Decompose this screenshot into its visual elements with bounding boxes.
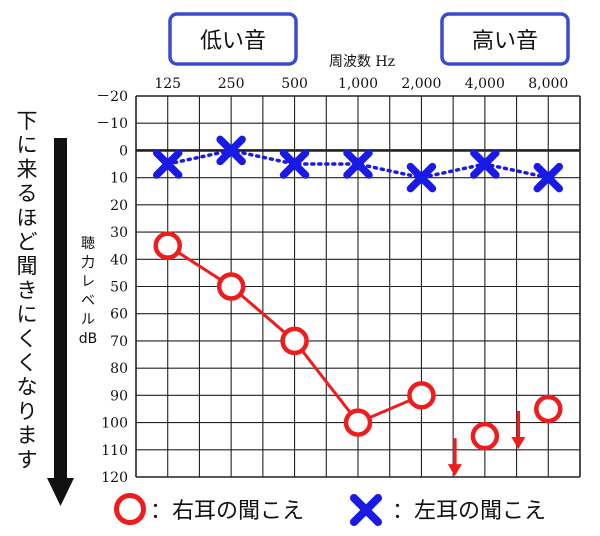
legend-left-label: ：左耳の聞こえ [392,499,546,524]
side-note-char: ま [17,424,38,448]
legend-cross-icon [350,494,382,526]
y-title-char: ベ [81,293,95,309]
x-tick-label: 250 [218,76,245,92]
y-tick-label: 50 [110,280,128,296]
right-ear-circle-marker [343,408,373,437]
side-note-char: く [17,351,38,375]
x-tick-label: 1,000 [338,76,378,92]
y-tick-label: 100 [101,416,128,432]
high-sound-badge [440,12,570,66]
legend: ：右耳の聞こえ ：左耳の聞こえ [114,493,546,526]
y-title-char: dB [79,331,98,347]
legend-right-label: ：右耳の聞こえ [150,499,304,524]
y-tick-label: 90 [110,388,128,404]
y-title-char: 力 [81,255,95,271]
y-tick-label: 60 [110,307,128,323]
x-tick-label: 4,000 [465,76,505,92]
y-tick-labels: －20 －10 0 10 20 30 40 50 60 70 80 90 100 110 120 [96,89,128,486]
x-tick-label: 125 [154,76,181,92]
y-title-char: 聴 [81,236,95,252]
plot-grid [135,95,581,478]
scale-out-arrow-icon [447,438,462,477]
down-arrow-head [47,478,74,506]
series-right-ear [153,231,563,477]
x-tick-label: 2,000 [401,76,441,92]
side-note-char: す [17,448,38,472]
down-arrow-shaft [54,138,67,482]
side-note-text: 下に来るほど聞きにくくなります [17,109,38,472]
y-tick-label: －20 [96,89,128,105]
side-note-char: く [17,327,38,351]
legend-circle-icon [114,493,146,525]
side-note-char: 下 [17,109,38,133]
side-note-char: な [17,375,38,399]
left-ear-cross-marker [406,162,437,193]
x-tick-label: 8,000 [528,76,568,92]
y-tick-label: 80 [110,361,128,377]
series-left-ear [152,135,564,193]
x-axis-title: 周波数 Hz [329,54,395,70]
y-tick-label: 30 [110,225,128,241]
side-note-char: き [17,278,38,302]
y-tick-label: 0 [119,143,128,159]
y-tick-label: 20 [110,198,128,214]
y-title-char: レ [81,274,95,290]
low-sound-label: 低い音 [200,29,266,54]
y-tick-label: 10 [110,171,128,187]
side-note-char: る [17,182,38,206]
x-tick-labels: 125 250 500 1,000 2,000 4,000 8,000 [154,76,568,92]
y-tick-label: 70 [110,334,128,350]
right-ear-circle-marker [470,421,500,451]
y-title-char: ル [81,312,95,328]
y-tick-label: 110 [101,443,128,459]
left-ear-cross-marker [152,149,183,179]
side-note-char: 聞 [17,254,38,278]
left-ear-cross-marker [216,135,246,166]
right-ear-circle-marker [280,326,309,356]
side-note-char: ほ [17,206,38,230]
left-ear-cross-marker [279,149,310,179]
side-note-char: り [17,399,38,423]
left-ear-cross-marker [343,149,373,179]
low-sound-badge [168,12,298,66]
side-note-char: 来 [17,157,38,181]
y-tick-label: 120 [101,470,128,486]
right-ear-circle-marker [216,272,246,301]
x-tick-label: 500 [281,76,308,92]
right-ear-circle-marker [534,394,563,424]
right-ear-circle-marker [153,231,182,260]
left-ear-cross-marker [470,149,500,179]
scale-out-arrow-icon [511,410,526,449]
y-tick-label: 40 [110,252,128,268]
high-sound-label: 高い音 [472,29,538,54]
left-ear-cross-marker [533,162,564,193]
side-note-char: に [17,133,38,157]
side-note-char: ど [17,230,38,254]
y-tick-label: －10 [96,116,128,132]
side-note-char: に [17,303,38,327]
right-ear-circle-marker [407,381,436,410]
